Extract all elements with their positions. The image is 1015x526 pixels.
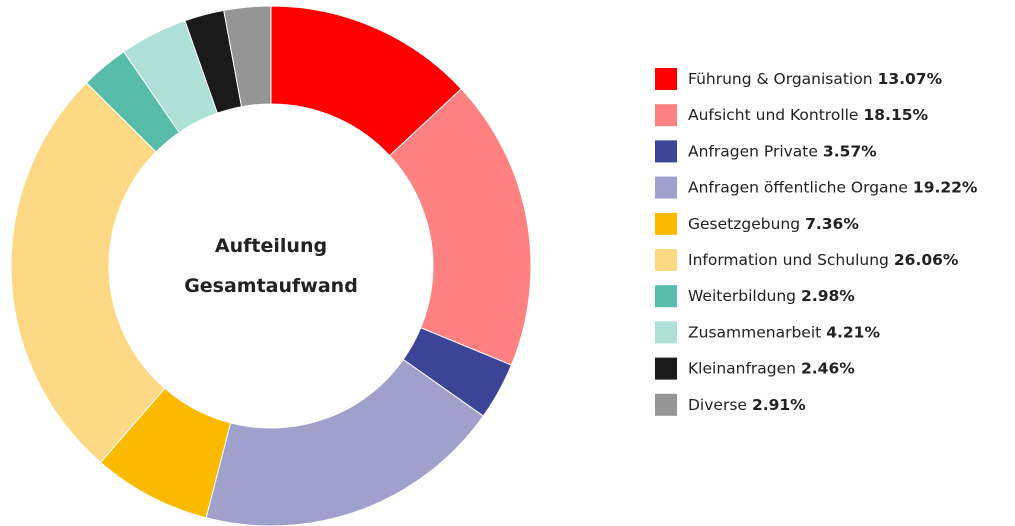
chart-title: Aufteilung Gesamtaufwand xyxy=(184,235,358,297)
legend-entry: Führung & Organisation 13.07% xyxy=(688,70,943,88)
legend-value: 7.36% xyxy=(805,214,859,232)
legend-entry: Information und Schulung 26.06% xyxy=(688,251,959,269)
legend-label: Kleinanfragen xyxy=(688,359,796,377)
legend-entry: Gesetzgebung 7.36% xyxy=(688,214,859,232)
legend-swatch xyxy=(655,68,677,90)
legend-value: 2.91% xyxy=(752,395,806,413)
legend-value: 3.57% xyxy=(823,142,877,160)
legend-entry: Diverse 2.91% xyxy=(688,395,806,413)
donut-slice xyxy=(205,358,485,526)
donut-slice xyxy=(223,5,272,108)
legend-label: Diverse xyxy=(688,395,747,413)
legend-entry: Weiterbildung 2.98% xyxy=(688,287,855,305)
legend-value: 2.98% xyxy=(801,287,855,305)
legend-value: 26.06% xyxy=(894,251,959,269)
legend-entry: Aufsicht und Kontrolle 18.15% xyxy=(688,106,929,124)
legend-label: Anfragen öffentliche Organe xyxy=(688,178,908,196)
legend-swatch xyxy=(655,104,677,127)
donut-slice xyxy=(388,88,532,366)
legend-swatch xyxy=(655,321,677,344)
legend-swatch xyxy=(655,357,677,380)
legend-swatch xyxy=(655,285,677,308)
legend-value: 18.15% xyxy=(863,106,928,124)
legend-label: Zusammenarbeit xyxy=(688,323,821,341)
legend-label: Führung & Organisation xyxy=(688,70,873,88)
legend-swatch xyxy=(655,212,677,235)
legend-entry: Anfragen Private 3.57% xyxy=(688,142,877,160)
legend-value: 19.22% xyxy=(913,178,978,196)
legend-label: Anfragen Private xyxy=(688,142,818,160)
legend-label: Gesetzgebung xyxy=(688,214,800,232)
legend-label: Weiterbildung xyxy=(688,287,796,305)
legend-swatch xyxy=(655,249,677,271)
legend-value: 4.21% xyxy=(826,323,880,341)
legend-label: Information und Schulung xyxy=(688,251,889,269)
legend-entry: Anfragen öffentliche Organe 19.22% xyxy=(688,178,978,196)
donut-slice xyxy=(10,82,166,464)
legend-entry: Zusammenarbeit 4.21% xyxy=(688,323,880,341)
legend-entry: Kleinanfragen 2.46% xyxy=(688,359,855,377)
legend-value: 13.07% xyxy=(878,70,943,88)
legend-label: Aufsicht und Kontrolle xyxy=(688,106,858,124)
legend-swatch xyxy=(655,393,677,416)
legend-value: 2.46% xyxy=(801,359,855,377)
legend-swatch xyxy=(655,140,677,163)
legend-swatch xyxy=(655,176,677,199)
